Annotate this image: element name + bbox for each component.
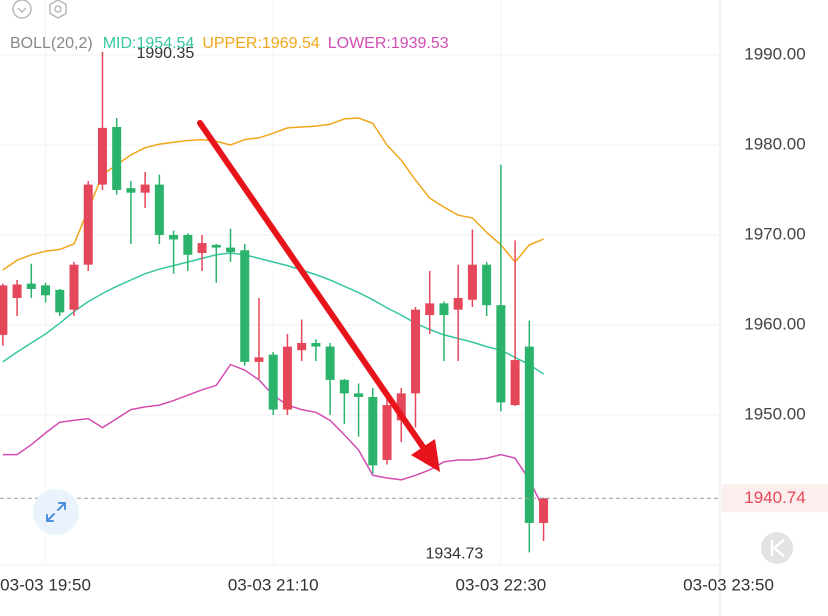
candle-body — [197, 243, 207, 253]
axes: 1950.00 1960.00 1970.00 1980.00 1990.00 03-03… — [0, 44, 828, 594]
candle-body — [41, 285, 51, 296]
last-price-label: 1940.74 — [744, 488, 805, 507]
x-tick-label: 03-03 22:30 — [455, 575, 546, 594]
collapse-chevron — [17, 7, 27, 14]
candle-body — [112, 126, 122, 190]
candle-body — [482, 264, 492, 306]
settings-icon[interactable] — [49, 0, 67, 19]
y-tick-label: 1980.00 — [744, 134, 805, 153]
band-line — [2, 117, 544, 271]
candle-body — [26, 283, 36, 289]
candle-body — [240, 250, 250, 362]
overlay: 1990.35 1934.73 — [0, 45, 720, 563]
candle-body — [97, 127, 107, 185]
candle-body — [354, 393, 364, 397]
candle-body — [368, 396, 378, 466]
x-tick-label: 03-03 19:50 — [0, 575, 91, 594]
candle-body — [396, 393, 406, 421]
arrow-shaft — [197, 120, 426, 450]
candle-body — [539, 498, 549, 523]
legend: BOLL(20,2) MID:1954.54 UPPER:1969.54 LOWER:… — [10, 35, 449, 52]
candle-body — [254, 357, 264, 362]
candle-body — [140, 184, 150, 193]
candle-body — [169, 234, 179, 240]
band-line — [2, 252, 545, 375]
y-tick-label: 1960.00 — [744, 314, 805, 333]
candle-body — [183, 234, 193, 255]
low-label: 1934.73 — [425, 546, 483, 563]
candle-body — [55, 289, 65, 313]
legend-entry: UPPER:1969.54 — [202, 35, 320, 52]
x-tick-label: 03-03 23:50 — [683, 575, 774, 594]
legend-entry: MID:1954.54 — [103, 35, 195, 52]
candle-body — [69, 264, 79, 310]
candle-body — [297, 342, 307, 351]
candle-body — [126, 188, 136, 193]
candle-body — [311, 342, 321, 347]
high-label: 1990.35 — [136, 45, 194, 62]
expand-icon — [46, 502, 66, 522]
candle-body — [496, 305, 506, 403]
candle-body — [410, 309, 420, 394]
candle-body — [154, 184, 164, 235]
top-icons[interactable] — [12, 0, 67, 19]
candle-body — [226, 247, 236, 253]
expand-button-bg[interactable] — [33, 489, 79, 535]
candle-body — [282, 346, 292, 410]
candle-body — [0, 285, 8, 335]
candle-body — [268, 354, 278, 410]
collapse-icon[interactable] — [12, 0, 32, 19]
candle-body — [439, 303, 449, 316]
candle-body — [211, 244, 221, 248]
kline-button-bg[interactable] — [761, 532, 793, 564]
expand-button[interactable] — [33, 489, 79, 535]
x-tick-label: 03-03 21:10 — [228, 575, 319, 594]
candle-body — [453, 297, 463, 310]
candle-body — [83, 184, 93, 265]
candle-body — [325, 346, 335, 380]
legend-entry: LOWER:1939.53 — [328, 35, 449, 52]
candle-body — [467, 264, 477, 300]
candles — [0, 51, 549, 553]
arrow-head — [411, 439, 440, 472]
kline-button[interactable] — [761, 532, 793, 564]
trend-arrow — [197, 120, 440, 472]
y-tick-label: 1970.00 — [744, 224, 805, 243]
candle-body — [524, 346, 534, 523]
settings-icon-center — [54, 5, 62, 13]
candle-body — [12, 284, 22, 298]
candle-body — [382, 405, 392, 460]
indicator-label: BOLL(20,2) — [10, 35, 93, 52]
y-tick-label: 1950.00 — [744, 404, 805, 423]
candle-body — [339, 379, 349, 394]
candle-body — [510, 360, 520, 406]
kline-icon — [770, 539, 785, 557]
last-price-box — [722, 484, 828, 513]
y-tick-label: 1990.00 — [744, 44, 805, 63]
candle-body — [425, 303, 435, 316]
